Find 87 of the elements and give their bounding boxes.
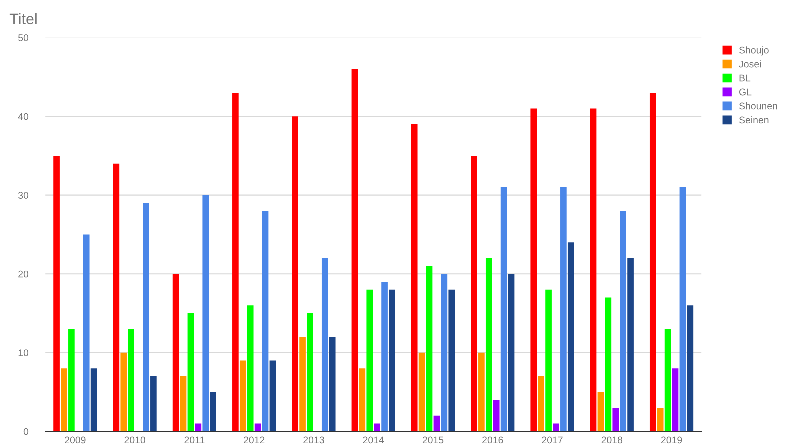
bar	[441, 274, 448, 432]
bar	[478, 352, 485, 432]
bar	[307, 314, 314, 432]
y-tick-label: 0	[24, 428, 29, 436]
bar	[202, 195, 210, 432]
x-tick-label: 2014	[363, 436, 384, 444]
bar	[352, 69, 358, 432]
bar	[247, 306, 254, 432]
bar	[672, 368, 679, 432]
bar	[560, 187, 567, 432]
bar	[172, 274, 180, 432]
x-tick-label: 2018	[602, 436, 623, 444]
bar	[68, 329, 75, 432]
x-tick-label: 2013	[304, 436, 324, 444]
chart-title: Titel	[10, 13, 37, 25]
bar	[553, 424, 560, 432]
bar	[240, 360, 246, 432]
bar	[687, 306, 694, 432]
y-tick-label: 20	[18, 270, 29, 278]
bar	[150, 376, 157, 432]
bar	[664, 329, 672, 432]
y-tick-label: 30	[18, 192, 29, 199]
bar	[382, 282, 388, 432]
bar	[650, 92, 656, 432]
bar	[530, 108, 538, 432]
x-tick-label: 2010	[124, 436, 146, 444]
bar	[329, 337, 336, 432]
bar	[657, 408, 664, 432]
legend-label: Shoujo	[739, 46, 769, 56]
bar	[262, 211, 269, 432]
bar	[143, 203, 150, 432]
bar	[374, 424, 380, 432]
bar	[210, 392, 216, 432]
bar	[54, 156, 60, 432]
x-tick-label: 2009	[65, 436, 86, 444]
bar	[590, 108, 597, 432]
bar	[359, 368, 366, 432]
bar	[188, 314, 194, 432]
bar	[322, 258, 328, 432]
bar	[426, 266, 433, 432]
x-tick-label: 2015	[422, 436, 444, 444]
bar	[120, 352, 128, 432]
bar	[598, 392, 604, 432]
legend-label: Josei	[739, 60, 762, 68]
bar	[448, 290, 456, 432]
bar	[418, 352, 426, 432]
bar	[538, 376, 544, 432]
bar	[61, 368, 68, 432]
bar	[434, 416, 440, 432]
bar	[195, 424, 202, 432]
x-tick-label: 2019	[661, 436, 682, 444]
bar	[83, 234, 90, 432]
bar	[680, 187, 686, 432]
x-tick-label: 2017	[542, 436, 563, 444]
bar	[411, 124, 418, 432]
bar	[180, 376, 187, 432]
bar	[232, 92, 239, 432]
bar	[493, 400, 500, 432]
bar	[292, 116, 298, 432]
bar	[389, 290, 396, 432]
bar	[366, 290, 374, 432]
bar	[605, 298, 612, 432]
bar	[113, 164, 120, 432]
bar	[546, 290, 552, 432]
bar	[620, 211, 626, 432]
legend-label: Shounen	[739, 102, 778, 110]
x-tick-label: 2012	[244, 436, 265, 444]
bar	[628, 258, 634, 432]
bar	[90, 368, 98, 432]
bar	[486, 258, 492, 432]
legend-label: BL	[740, 74, 751, 82]
y-tick-label: 10	[18, 350, 29, 357]
bar	[300, 337, 306, 432]
bar	[270, 360, 276, 432]
bar	[254, 424, 262, 432]
bar	[500, 187, 508, 432]
x-tick-label: 2016	[482, 436, 504, 444]
y-tick-label: 50	[18, 34, 29, 42]
legend-label: Seinen	[739, 116, 769, 124]
x-tick-label: 2011	[184, 436, 205, 444]
bar	[508, 274, 515, 432]
bar	[128, 329, 134, 432]
bar	[568, 242, 574, 432]
bar	[612, 408, 620, 432]
bar	[471, 156, 478, 432]
y-tick-label: 40	[18, 113, 29, 120]
legend-label: GL	[740, 88, 752, 96]
